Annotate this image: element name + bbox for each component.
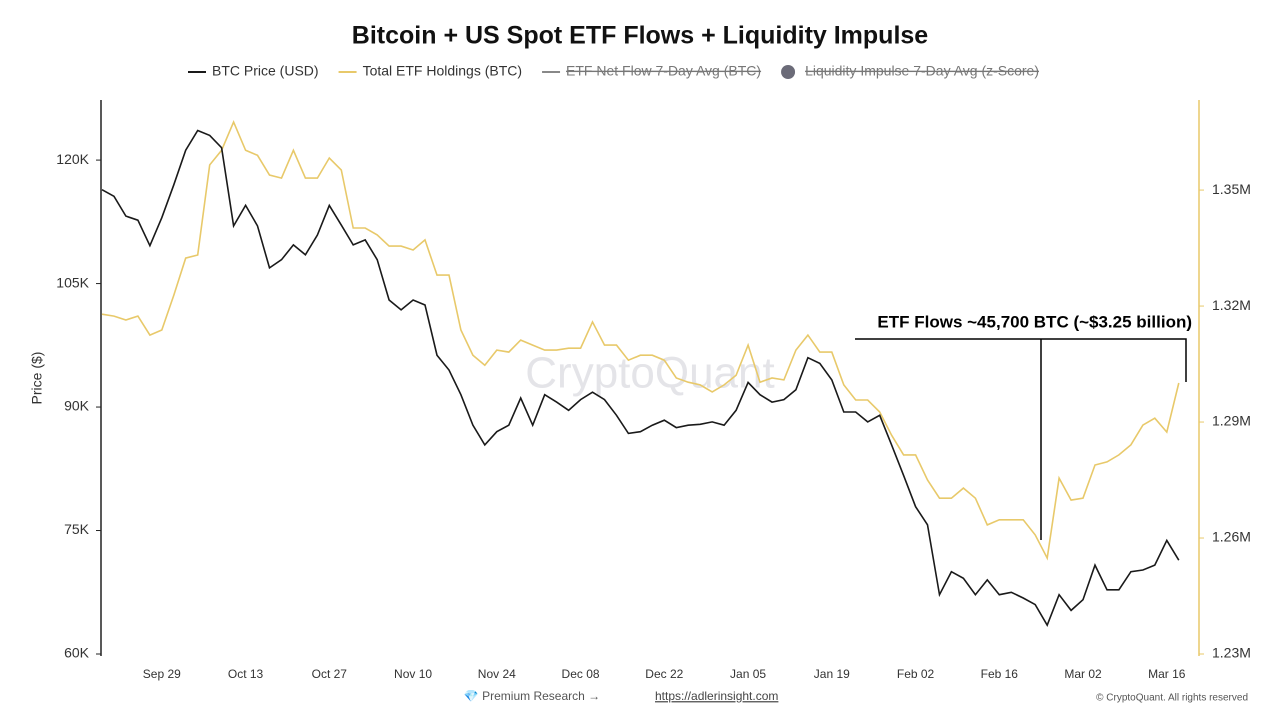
y-tick-label: 60K <box>64 645 90 661</box>
x-tick-label: Dec 22 <box>645 667 683 681</box>
y-axis-label: Price ($) <box>29 352 45 405</box>
x-tick-label: Nov 24 <box>478 667 516 681</box>
x-tick-label: Nov 10 <box>394 667 432 681</box>
y2-tick-label: 1.35M <box>1212 181 1251 197</box>
chart-title: Bitcoin + US Spot ETF Flows + Liquidity … <box>352 22 929 50</box>
credit: © CryptoQuant. All rights reserved <box>1096 693 1248 704</box>
legend: BTC Price (USD) Total ETF Holdings (BTC) E… <box>188 63 1039 79</box>
y-tick-label: 120K <box>56 151 89 167</box>
y-tick-label: 75K <box>64 521 90 537</box>
x-tick-label: Dec 08 <box>562 667 600 681</box>
watermark: CryptoQuant <box>525 349 774 398</box>
x-tick-label: Mar 16 <box>1148 667 1186 681</box>
y-tick-label: 90K <box>64 398 90 414</box>
legend-label: Liquidity Impulse 7-Day Avg (z-Score) <box>805 63 1039 79</box>
x-tick-label: Mar 02 <box>1064 667 1102 681</box>
legend-swatch <box>781 65 796 79</box>
x-tick-label: Oct 27 <box>312 667 348 681</box>
annotation-text: ETF Flows ~45,700 BTC (~$3.25 billion) <box>877 312 1192 331</box>
x-tick-label: Jan 19 <box>814 667 850 681</box>
legend-label: Total ETF Holdings (BTC) <box>363 63 522 79</box>
x-tick-label: Feb 02 <box>897 667 935 681</box>
x-tick-label: Oct 13 <box>228 667 264 681</box>
y-tick-label: 105K <box>56 274 89 290</box>
line-series <box>101 129 1180 628</box>
y2-tick-label: 1.32M <box>1212 297 1251 313</box>
footer-text: 💎 Premium Research → <box>464 689 600 703</box>
x-tick-label: Feb 16 <box>981 667 1019 681</box>
x-tick-label: Sep 29 <box>143 667 181 681</box>
y2-tick-label: 1.29M <box>1212 413 1251 429</box>
annotation: ETF Flows ~45,700 BTC (~$3.25 billion) <box>855 312 1192 540</box>
legend-label: BTC Price (USD) <box>212 63 319 79</box>
legend-label: ETF Net Flow 7-Day Avg (BTC) <box>566 63 761 79</box>
x-tick-label: Jan 05 <box>730 667 766 681</box>
y2-tick-label: 1.26M <box>1212 529 1251 545</box>
annotation-bracket <box>855 338 1187 540</box>
line-series <box>101 119 1180 561</box>
footer-link[interactable]: https://adlerinsight.com <box>655 689 778 703</box>
y2-tick-label: 1.23M <box>1212 645 1251 661</box>
